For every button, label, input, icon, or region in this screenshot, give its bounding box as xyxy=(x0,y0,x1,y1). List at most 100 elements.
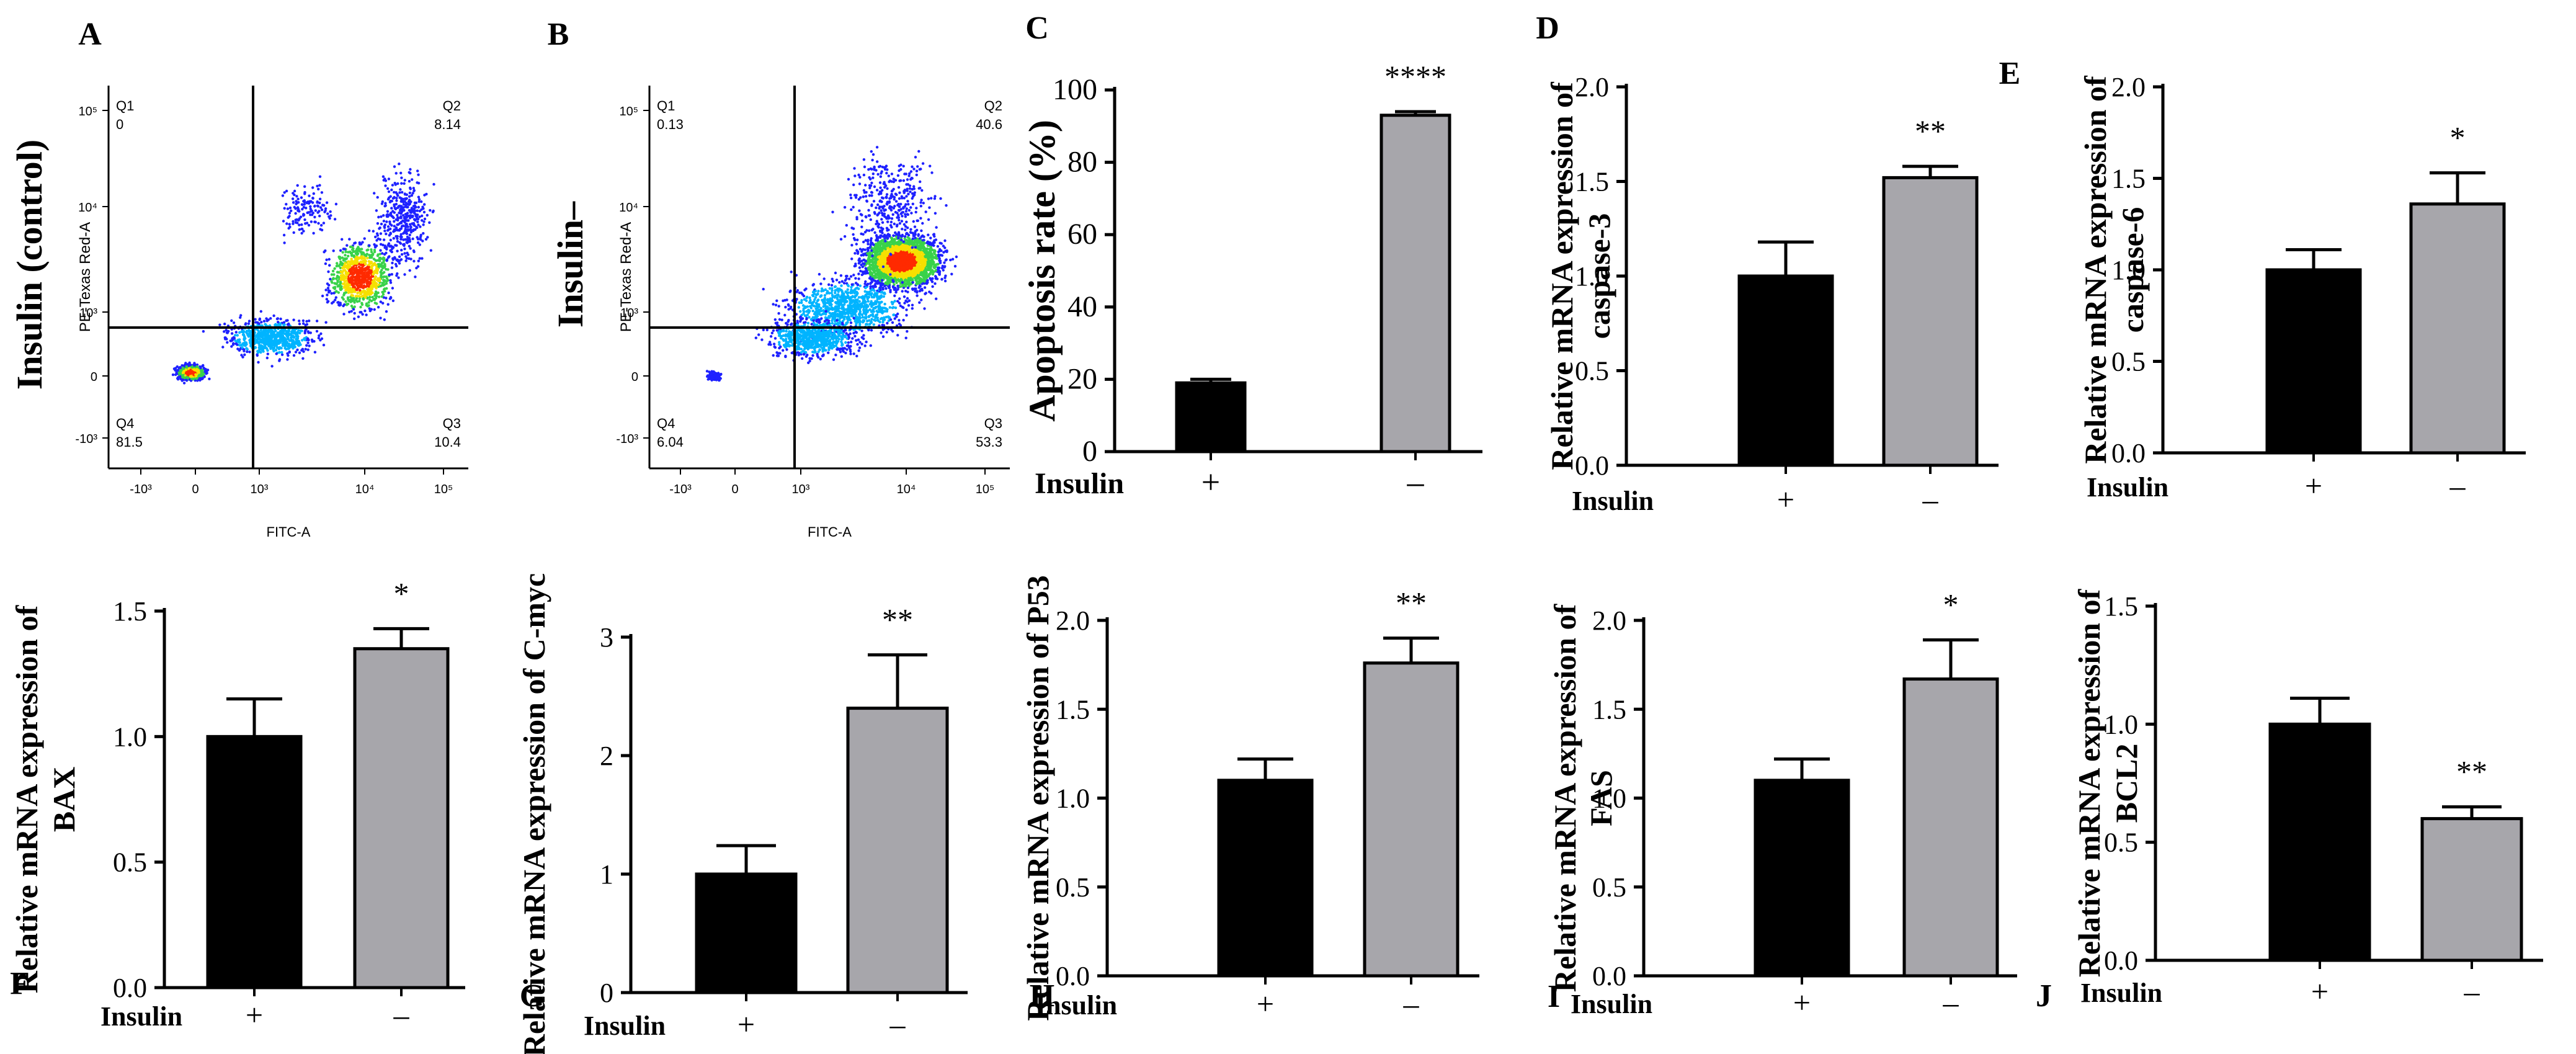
event-point xyxy=(423,217,427,221)
x-tick-label: 0 xyxy=(192,483,198,496)
event-point xyxy=(230,345,233,348)
event-point xyxy=(935,277,939,280)
event-point xyxy=(359,284,362,287)
event-point xyxy=(241,342,244,346)
event-point xyxy=(279,322,282,326)
event-point xyxy=(290,344,293,347)
event-point xyxy=(265,356,269,360)
event-point xyxy=(383,270,386,274)
event-point xyxy=(238,344,242,347)
event-point xyxy=(302,230,305,233)
event-point xyxy=(295,195,298,198)
event-point xyxy=(353,311,356,315)
event-point xyxy=(225,329,228,332)
event-point xyxy=(201,364,204,368)
event-point xyxy=(311,201,314,204)
event-point xyxy=(369,293,372,296)
event-point xyxy=(326,212,329,215)
event-point xyxy=(360,291,363,294)
event-point xyxy=(383,244,386,248)
event-point xyxy=(292,201,295,204)
event-point xyxy=(386,229,390,232)
event-point xyxy=(303,338,306,342)
event-point xyxy=(403,248,406,251)
event-point xyxy=(309,205,312,208)
event-point xyxy=(393,196,396,200)
event-point xyxy=(324,288,328,292)
event-point xyxy=(422,232,425,235)
event-point xyxy=(417,182,421,185)
event-point xyxy=(297,201,300,204)
event-point xyxy=(377,295,381,298)
event-point xyxy=(379,232,383,235)
event-point xyxy=(325,258,328,261)
event-point xyxy=(336,301,339,304)
event-point xyxy=(179,375,182,378)
event-point xyxy=(937,250,940,254)
event-point xyxy=(385,251,388,254)
event-point xyxy=(352,272,355,275)
event-point xyxy=(350,305,354,308)
event-point xyxy=(344,288,347,292)
event-point xyxy=(241,346,244,349)
event-point xyxy=(296,221,299,225)
x-tick-label: -10³ xyxy=(130,483,152,496)
event-point xyxy=(321,294,324,298)
event-point xyxy=(375,302,378,305)
event-point xyxy=(373,192,376,195)
event-point xyxy=(403,230,407,233)
event-point xyxy=(393,220,396,223)
event-point xyxy=(247,335,250,338)
event-point xyxy=(414,213,417,216)
event-point xyxy=(354,295,358,298)
event-point xyxy=(244,323,247,326)
event-point xyxy=(380,215,383,218)
event-point xyxy=(344,266,348,269)
event-point xyxy=(352,262,355,266)
event-point xyxy=(304,347,307,351)
event-point xyxy=(396,192,399,195)
event-point xyxy=(332,286,335,289)
event-point xyxy=(190,375,193,378)
event-point xyxy=(429,208,432,212)
event-point xyxy=(362,277,365,280)
event-point xyxy=(403,179,406,182)
event-point xyxy=(412,229,415,233)
event-point xyxy=(359,267,362,270)
event-point xyxy=(383,230,386,233)
event-point xyxy=(383,177,386,181)
event-point xyxy=(282,321,286,324)
event-point xyxy=(334,296,337,299)
event-point xyxy=(326,287,330,290)
event-point xyxy=(285,319,288,322)
event-point xyxy=(422,223,425,226)
event-point xyxy=(299,329,303,333)
event-point xyxy=(358,242,362,246)
event-point xyxy=(391,299,395,302)
event-point xyxy=(330,280,333,283)
event-point xyxy=(296,184,299,187)
event-point xyxy=(361,241,364,244)
event-point xyxy=(379,243,383,246)
event-point xyxy=(282,220,285,223)
event-point xyxy=(245,347,248,350)
event-point xyxy=(383,226,386,230)
event-point xyxy=(176,376,180,380)
event-point xyxy=(339,283,342,286)
event-point xyxy=(857,272,860,275)
event-point xyxy=(221,346,225,349)
x-tick-label: 10³ xyxy=(251,483,269,496)
event-point xyxy=(405,232,409,235)
event-point xyxy=(401,207,404,210)
event-point xyxy=(185,365,188,368)
event-point xyxy=(417,259,420,262)
event-point xyxy=(308,194,311,197)
event-point xyxy=(223,323,226,326)
event-point xyxy=(259,351,262,354)
event-point xyxy=(332,300,335,303)
event-point xyxy=(341,282,345,285)
event-point xyxy=(426,213,429,217)
event-point xyxy=(344,285,347,288)
event-point xyxy=(399,236,403,239)
